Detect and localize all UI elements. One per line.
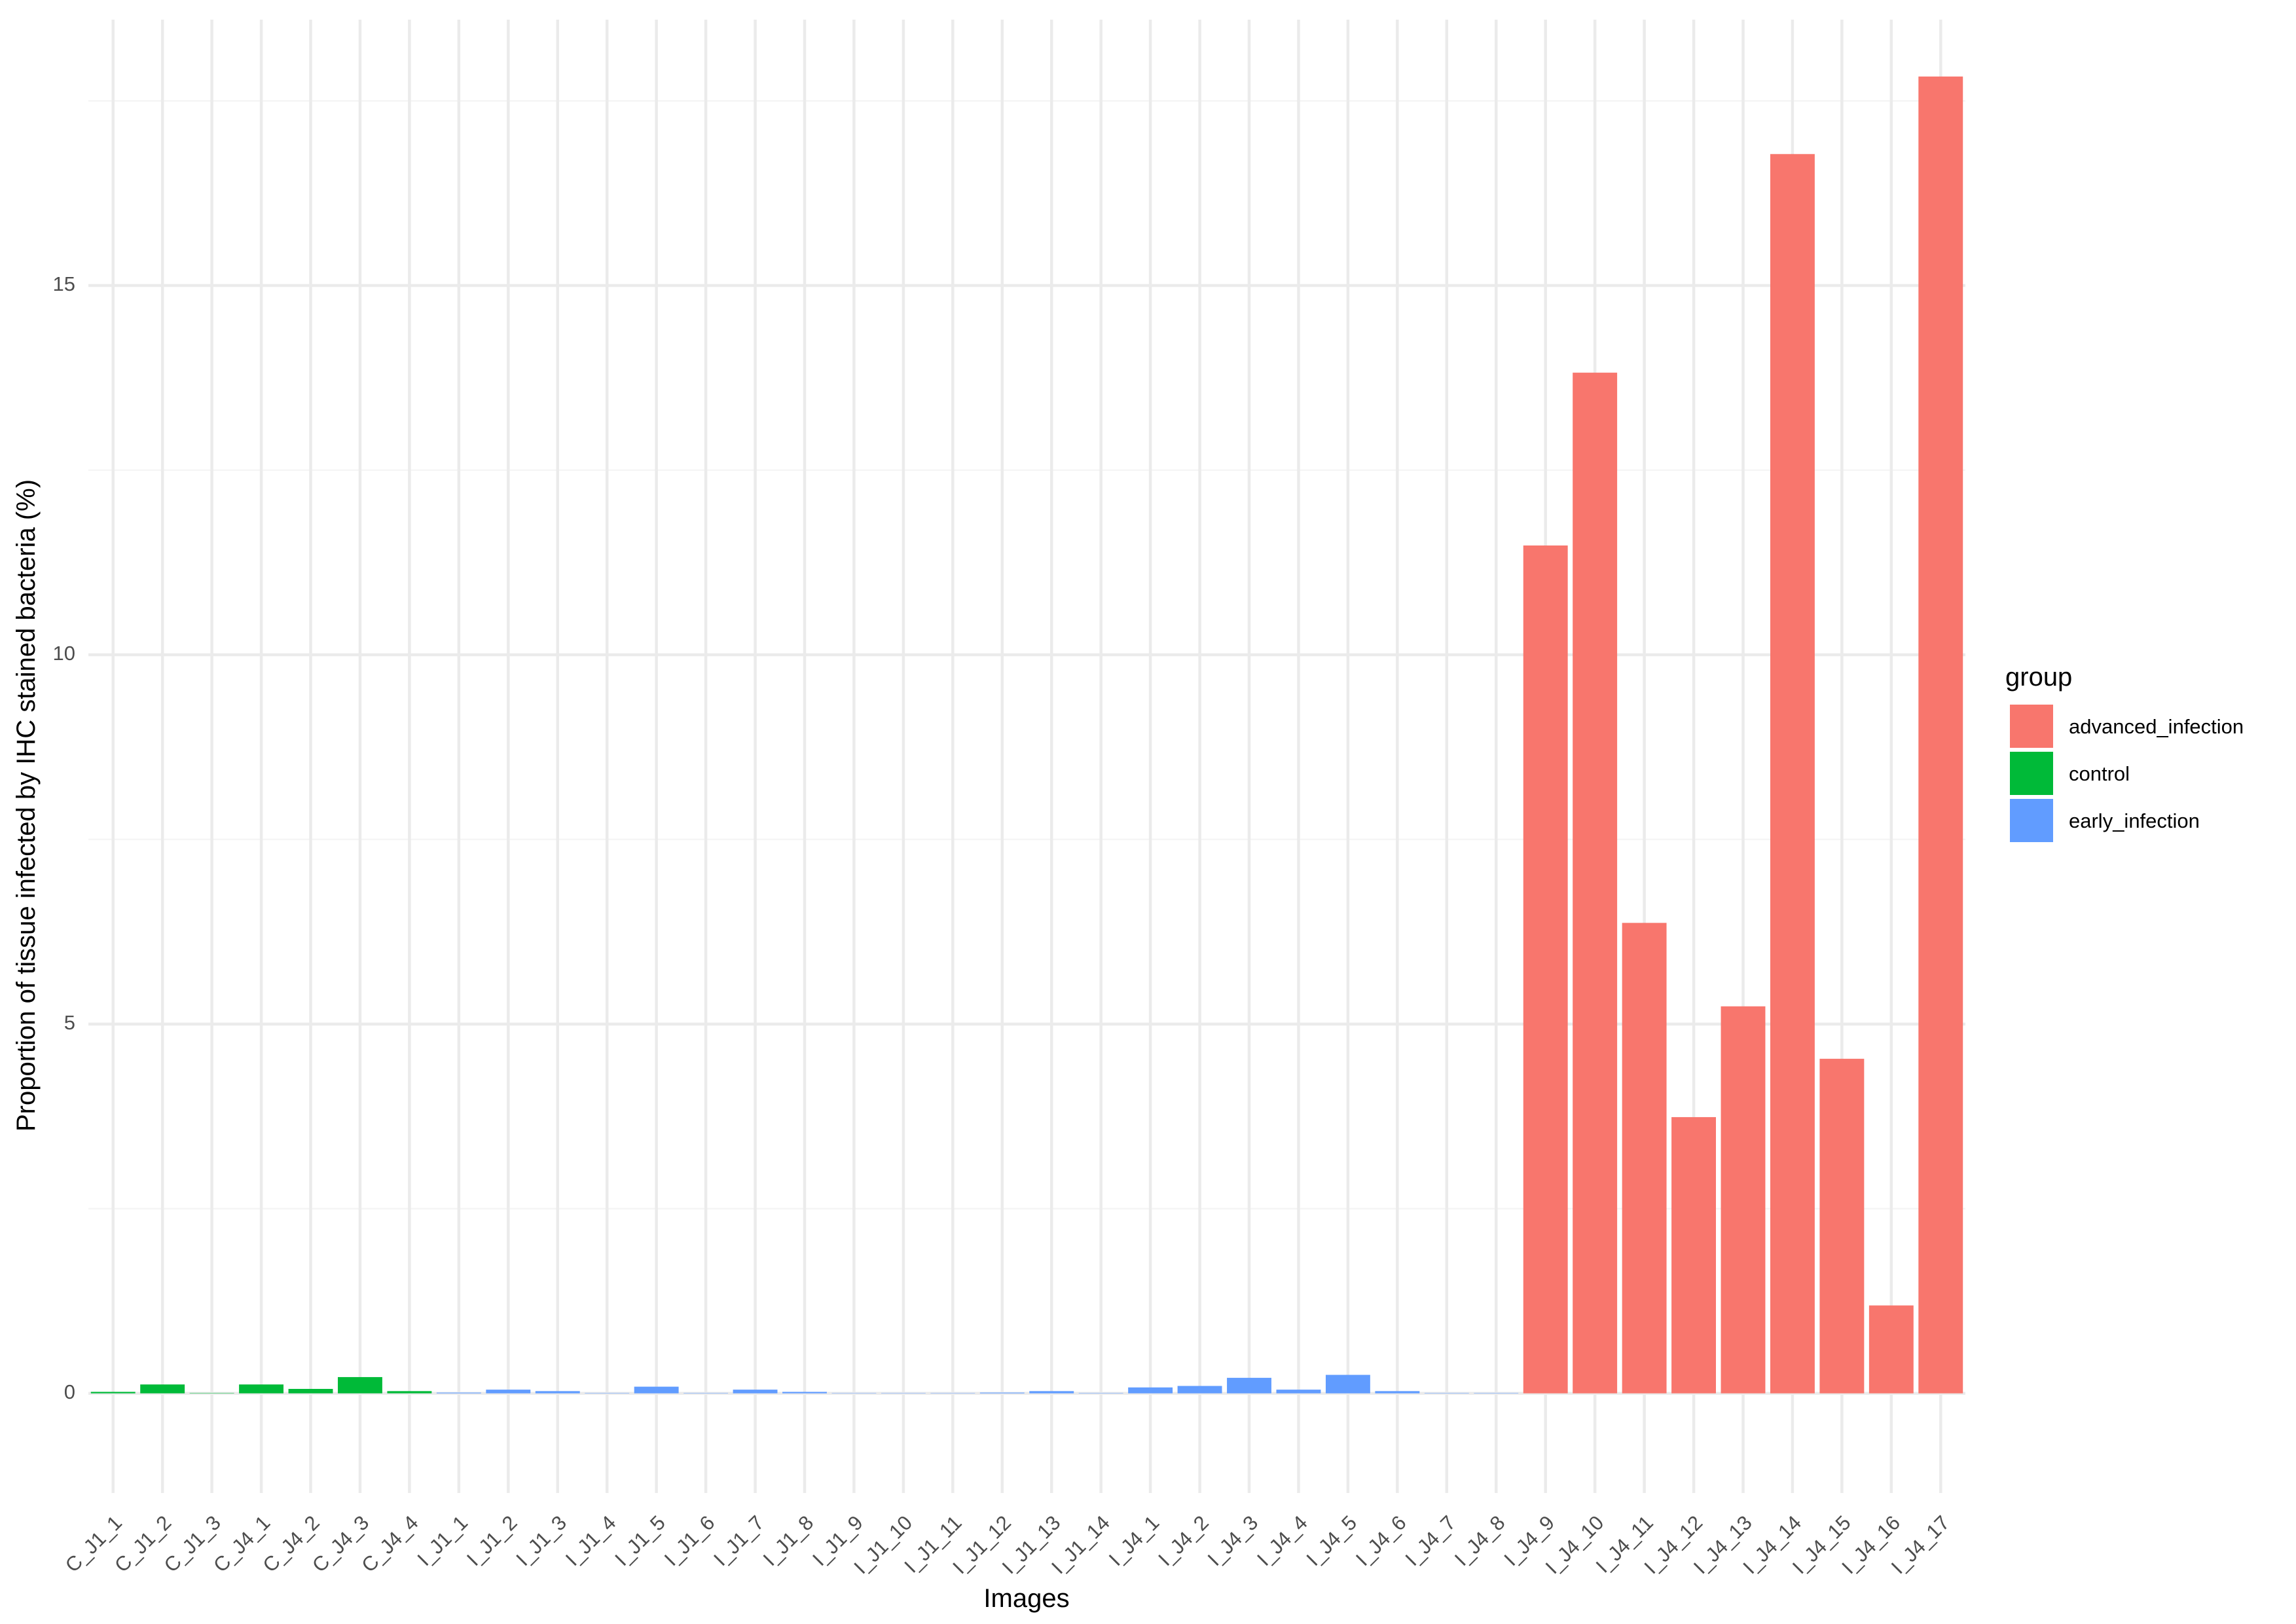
x-tick-label: I_J4_1 — [1104, 1511, 1164, 1571]
y-tick-label: 0 — [64, 1380, 75, 1403]
y-tick-label: 5 — [64, 1011, 75, 1034]
bar-I_J1_3 — [535, 1391, 580, 1393]
x-tick-label: I_J4_7 — [1401, 1511, 1461, 1571]
x-tick-label: I_J1_3 — [511, 1511, 571, 1571]
bar-I_J4_12 — [1671, 1116, 1716, 1393]
bar-C_J1_1 — [90, 1392, 136, 1393]
bars — [90, 76, 1963, 1393]
x-tick-label: I_J4_2 — [1154, 1511, 1213, 1571]
bar-I_J4_13 — [1721, 1006, 1766, 1393]
bar-C_J4_4 — [387, 1391, 432, 1393]
bar-C_J4_2 — [288, 1388, 333, 1393]
bar-I_J4_9 — [1523, 545, 1568, 1393]
x-tick-label: I_J1_5 — [610, 1511, 670, 1571]
x-tick-label: I_J1_2 — [462, 1511, 522, 1571]
bar-I_J4_4 — [1276, 1390, 1321, 1393]
bar-I_J1_2 — [486, 1390, 531, 1393]
bar-C_J4_1 — [239, 1384, 284, 1393]
legend-swatch-advanced_infection — [2010, 705, 2053, 748]
x-tick-label: I_J4_3 — [1203, 1511, 1263, 1571]
x-axis-ticks: C_J1_1C_J1_2C_J1_3C_J4_1C_J4_2C_J4_3C_J4… — [61, 1511, 1954, 1579]
y-axis-ticks: 0 5 10 15 — [53, 272, 75, 1403]
bar-I_J4_6 — [1375, 1391, 1420, 1393]
x-tick-label: I_J1_4 — [561, 1511, 621, 1571]
bar-I_J1_13 — [1029, 1391, 1074, 1393]
x-tick-label: I_J1_1 — [413, 1511, 473, 1571]
bar-I_J4_5 — [1325, 1375, 1370, 1393]
bar-I_J4_14 — [1770, 154, 1815, 1393]
legend-label-early_infection: early_infection — [2069, 809, 2200, 832]
x-tick-label: I_J4_4 — [1252, 1511, 1312, 1571]
x-tick-label: I_J1_8 — [759, 1511, 818, 1571]
y-tick-label: 10 — [53, 642, 75, 665]
bar-C_J1_2 — [140, 1384, 185, 1393]
x-tick-label: I_J4_8 — [1450, 1511, 1510, 1571]
x-tick-label: I_J4_6 — [1351, 1511, 1411, 1571]
bar-I_J4_11 — [1622, 923, 1667, 1393]
legend-label-control: control — [2069, 762, 2130, 785]
bar-I_J4_1 — [1128, 1387, 1173, 1393]
bar-C_J4_3 — [338, 1376, 382, 1393]
x-tick-label: I_J1_7 — [709, 1511, 769, 1571]
legend-title: group — [2005, 663, 2072, 692]
y-tick-label: 15 — [53, 272, 75, 295]
bar-I_J1_5 — [634, 1386, 679, 1393]
bar-I_J1_7 — [733, 1390, 778, 1393]
bar-I_J1_8 — [782, 1392, 827, 1393]
legend-swatch-early_infection — [2010, 799, 2053, 842]
x-tick-label: I_J1_6 — [660, 1511, 720, 1571]
legend-label-advanced_infection: advanced_infection — [2069, 715, 2244, 738]
bar-I_J4_15 — [1819, 1058, 1865, 1393]
bar-I_J4_17 — [1918, 76, 1963, 1393]
y-axis-title: Proportion of tissue infected by IHC sta… — [12, 479, 41, 1132]
legend-swatch-control — [2010, 752, 2053, 795]
x-axis-title: Images — [983, 1584, 1069, 1613]
bar-I_J4_10 — [1573, 373, 1618, 1393]
x-tick-label: I_J4_5 — [1302, 1511, 1362, 1571]
bar-I_J4_16 — [1868, 1305, 1914, 1393]
bar-I_J4_2 — [1177, 1386, 1222, 1393]
bar-I_J4_3 — [1227, 1378, 1271, 1393]
